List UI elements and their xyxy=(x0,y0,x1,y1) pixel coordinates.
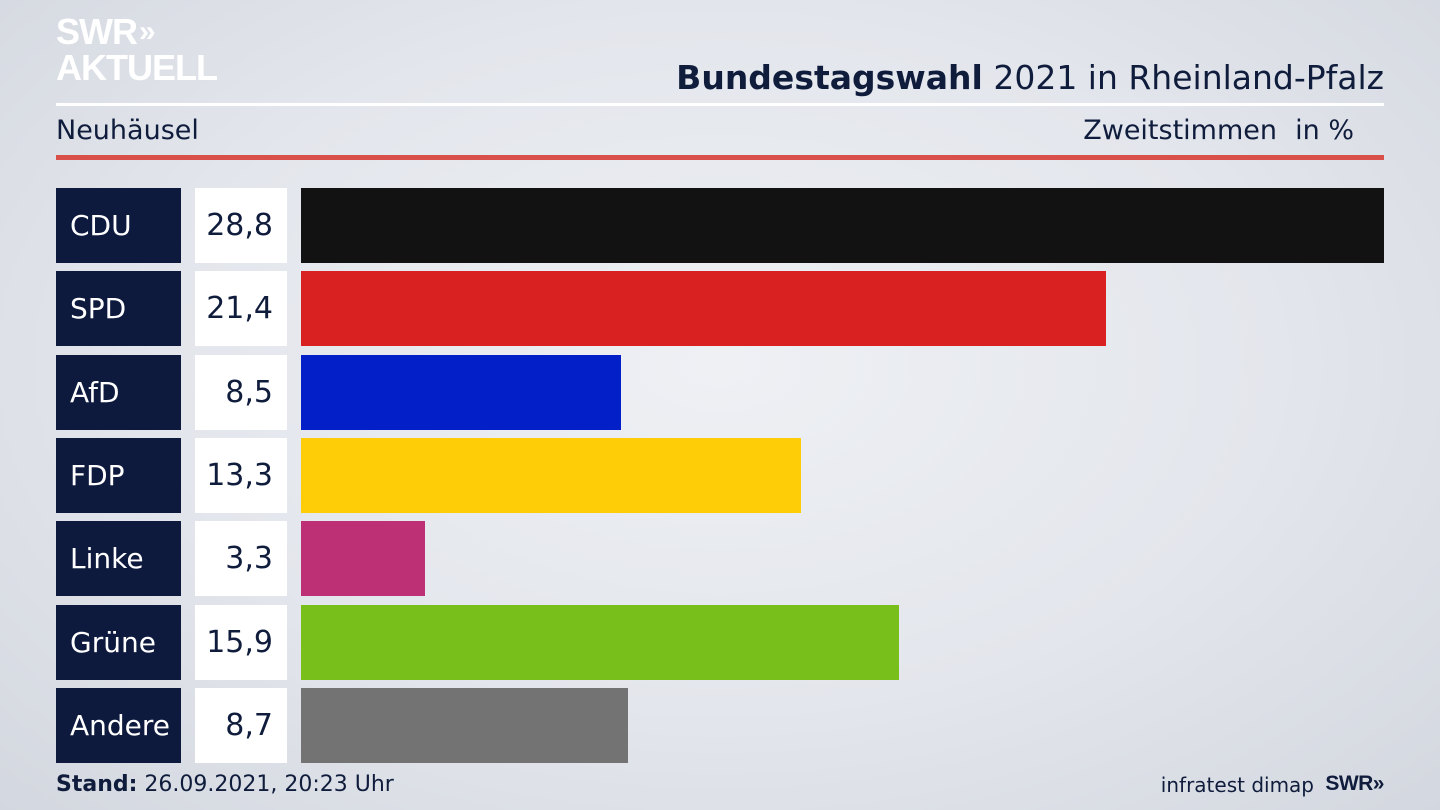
bar-afd xyxy=(301,355,621,430)
value-label-fdp: 13,3 xyxy=(195,438,287,513)
stand-value: 26.09.2021, 20:23 Uhr xyxy=(144,772,394,797)
timestamp: Stand: 26.09.2021, 20:23 Uhr xyxy=(56,772,394,797)
title-bold: Bundestagswahl xyxy=(676,58,983,97)
bar-spd xyxy=(301,271,1106,346)
stand-label: Stand: xyxy=(56,772,138,797)
value-label-andere: 8,7 xyxy=(195,688,287,763)
value-label-gr-ne: 15,9 xyxy=(195,605,287,680)
party-label-afd: AfD xyxy=(56,355,181,430)
value-label-cdu: 28,8 xyxy=(195,188,287,263)
region-label: Neuhäusel xyxy=(56,115,199,146)
party-label-cdu: CDU xyxy=(56,188,181,263)
title-rest: 2021 in Rheinland-Pfalz xyxy=(993,58,1384,97)
metric-label: Zweitstimmen xyxy=(1083,115,1277,146)
bar-gr-ne xyxy=(301,605,899,680)
swr-aktuell-logo: SWR » AKTUELL xyxy=(56,11,218,88)
logo-line1: SWR xyxy=(56,11,138,52)
logo-line2: AKTUELL xyxy=(56,47,218,88)
party-label-gr-ne: Grüne xyxy=(56,605,181,680)
bar-cdu xyxy=(301,188,1384,263)
accent-divider xyxy=(56,155,1384,160)
value-label-spd: 21,4 xyxy=(195,271,287,346)
logo-arrows-icon: » xyxy=(139,15,156,48)
chart-title: Bundestagswahl 2021 in Rheinland-Pfalz xyxy=(676,58,1384,97)
party-label-fdp: FDP xyxy=(56,438,181,513)
value-label-afd: 8,5 xyxy=(195,355,287,430)
header-divider xyxy=(56,103,1384,106)
bar-fdp xyxy=(301,438,801,513)
bar-andere xyxy=(301,688,628,763)
bar-linke xyxy=(301,521,425,596)
value-label-linke: 3,3 xyxy=(195,521,287,596)
party-label-andere: Andere xyxy=(56,688,181,763)
source-credit: infratest dimap xyxy=(1160,773,1314,797)
unit-label: in % xyxy=(1295,115,1354,146)
swr-footer-logo: SWR» xyxy=(1325,772,1384,795)
party-label-linke: Linke xyxy=(56,521,181,596)
party-label-spd: SPD xyxy=(56,271,181,346)
